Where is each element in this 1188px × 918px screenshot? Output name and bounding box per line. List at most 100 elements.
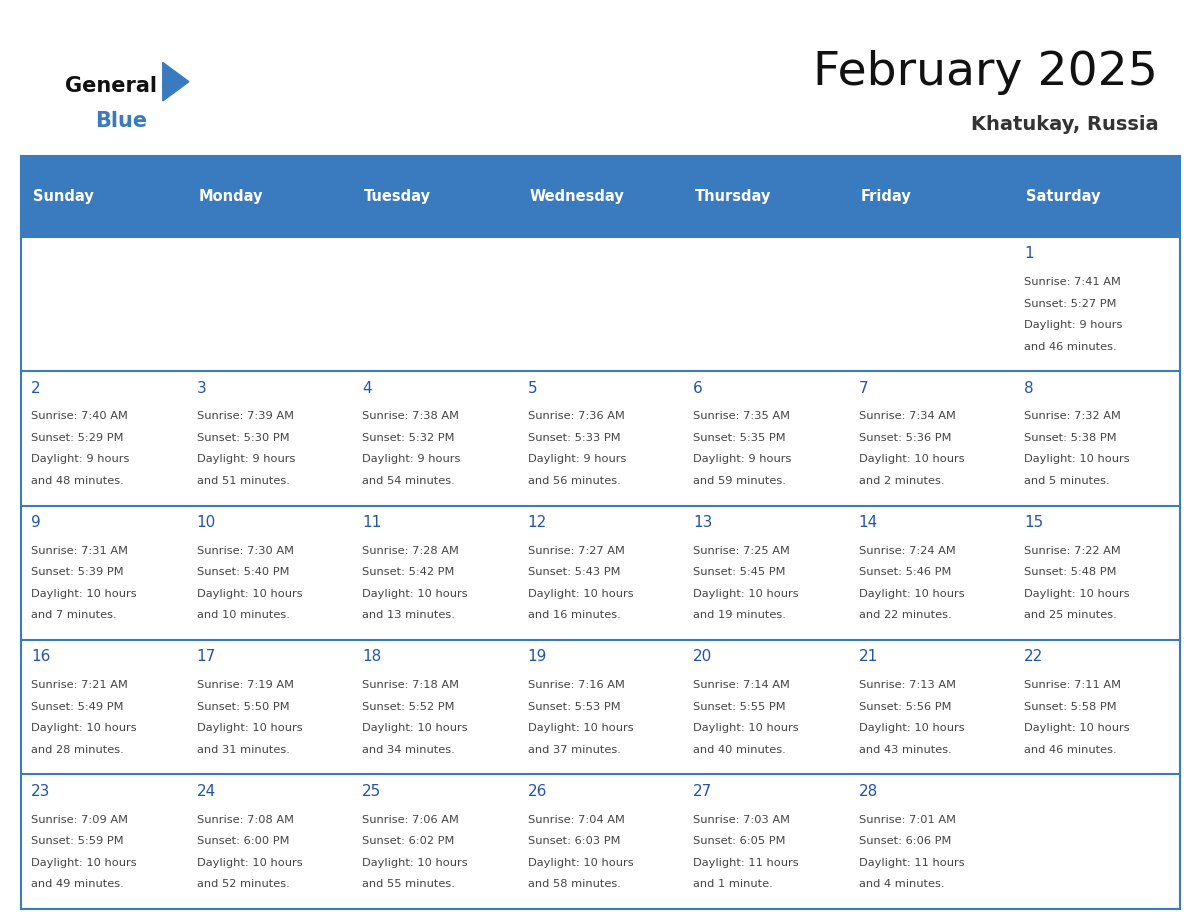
Text: Sunrise: 7:27 AM: Sunrise: 7:27 AM bbox=[527, 546, 625, 556]
Text: Sunday: Sunday bbox=[33, 189, 94, 204]
Text: Khatukay, Russia: Khatukay, Russia bbox=[971, 115, 1158, 134]
Text: Sunrise: 7:40 AM: Sunrise: 7:40 AM bbox=[31, 411, 128, 421]
Text: and 59 minutes.: and 59 minutes. bbox=[693, 476, 786, 486]
Text: and 25 minutes.: and 25 minutes. bbox=[1024, 610, 1117, 621]
Text: Daylight: 10 hours: Daylight: 10 hours bbox=[527, 723, 633, 733]
Text: Sunrise: 7:28 AM: Sunrise: 7:28 AM bbox=[362, 546, 459, 556]
Bar bbox=[848, 640, 1015, 775]
Bar bbox=[1015, 506, 1180, 640]
Bar bbox=[848, 506, 1015, 640]
Text: 3: 3 bbox=[197, 381, 207, 396]
Text: Daylight: 10 hours: Daylight: 10 hours bbox=[859, 589, 965, 599]
Bar bbox=[353, 775, 518, 909]
Text: Daylight: 9 hours: Daylight: 9 hours bbox=[527, 454, 626, 465]
Text: and 10 minutes.: and 10 minutes. bbox=[197, 610, 290, 621]
Text: Sunrise: 7:04 AM: Sunrise: 7:04 AM bbox=[527, 815, 625, 824]
Bar bbox=[518, 640, 683, 775]
Text: Sunset: 5:29 PM: Sunset: 5:29 PM bbox=[31, 433, 124, 443]
Text: Sunrise: 7:38 AM: Sunrise: 7:38 AM bbox=[362, 411, 460, 421]
Text: Sunrise: 7:09 AM: Sunrise: 7:09 AM bbox=[31, 815, 128, 824]
Text: 16: 16 bbox=[31, 649, 51, 665]
Text: and 28 minutes.: and 28 minutes. bbox=[31, 744, 124, 755]
Text: Sunset: 5:27 PM: Sunset: 5:27 PM bbox=[1024, 298, 1117, 308]
Text: Sunrise: 7:34 AM: Sunrise: 7:34 AM bbox=[859, 411, 955, 421]
Text: and 46 minutes.: and 46 minutes. bbox=[1024, 744, 1117, 755]
Text: 14: 14 bbox=[859, 515, 878, 530]
Text: 25: 25 bbox=[362, 784, 381, 799]
Text: 2: 2 bbox=[31, 381, 40, 396]
Bar bbox=[683, 640, 848, 775]
Bar bbox=[683, 156, 848, 237]
Text: and 1 minute.: and 1 minute. bbox=[693, 879, 773, 890]
Text: and 55 minutes.: and 55 minutes. bbox=[362, 879, 455, 890]
Text: Sunset: 5:36 PM: Sunset: 5:36 PM bbox=[859, 433, 952, 443]
Text: Daylight: 11 hours: Daylight: 11 hours bbox=[693, 857, 798, 868]
Text: and 37 minutes.: and 37 minutes. bbox=[527, 744, 620, 755]
Text: Sunset: 5:39 PM: Sunset: 5:39 PM bbox=[31, 567, 124, 577]
Text: Daylight: 10 hours: Daylight: 10 hours bbox=[31, 723, 137, 733]
Text: Tuesday: Tuesday bbox=[364, 189, 431, 204]
Text: and 49 minutes.: and 49 minutes. bbox=[31, 879, 124, 890]
Text: Sunset: 6:03 PM: Sunset: 6:03 PM bbox=[527, 836, 620, 846]
Bar bbox=[1015, 237, 1180, 371]
Text: 12: 12 bbox=[527, 515, 546, 530]
Bar bbox=[683, 775, 848, 909]
Text: 6: 6 bbox=[693, 381, 703, 396]
Bar bbox=[353, 640, 518, 775]
Text: 17: 17 bbox=[197, 649, 216, 665]
Text: Daylight: 10 hours: Daylight: 10 hours bbox=[31, 589, 137, 599]
Text: Sunrise: 7:01 AM: Sunrise: 7:01 AM bbox=[859, 815, 955, 824]
Text: Sunset: 5:32 PM: Sunset: 5:32 PM bbox=[362, 433, 455, 443]
Text: 15: 15 bbox=[1024, 515, 1043, 530]
Bar bbox=[683, 237, 848, 371]
Text: Daylight: 10 hours: Daylight: 10 hours bbox=[362, 857, 468, 868]
Text: Sunset: 5:59 PM: Sunset: 5:59 PM bbox=[31, 836, 124, 846]
Text: 22: 22 bbox=[1024, 649, 1043, 665]
Bar bbox=[353, 156, 518, 237]
Text: Sunrise: 7:21 AM: Sunrise: 7:21 AM bbox=[31, 680, 128, 690]
Text: General: General bbox=[65, 76, 157, 96]
Text: Sunrise: 7:06 AM: Sunrise: 7:06 AM bbox=[362, 815, 459, 824]
Text: 20: 20 bbox=[693, 649, 713, 665]
Text: 11: 11 bbox=[362, 515, 381, 530]
Text: Daylight: 10 hours: Daylight: 10 hours bbox=[1024, 589, 1130, 599]
Text: Sunrise: 7:08 AM: Sunrise: 7:08 AM bbox=[197, 815, 293, 824]
Bar bbox=[353, 371, 518, 506]
Text: and 52 minutes.: and 52 minutes. bbox=[197, 879, 290, 890]
Bar bbox=[518, 506, 683, 640]
Text: Sunrise: 7:13 AM: Sunrise: 7:13 AM bbox=[859, 680, 955, 690]
Text: Daylight: 9 hours: Daylight: 9 hours bbox=[31, 454, 129, 465]
Text: and 7 minutes.: and 7 minutes. bbox=[31, 610, 116, 621]
Text: and 58 minutes.: and 58 minutes. bbox=[527, 879, 620, 890]
Text: Sunrise: 7:24 AM: Sunrise: 7:24 AM bbox=[859, 546, 955, 556]
Text: and 2 minutes.: and 2 minutes. bbox=[859, 476, 944, 486]
Text: Saturday: Saturday bbox=[1025, 189, 1100, 204]
Bar bbox=[187, 237, 353, 371]
Text: Sunset: 5:55 PM: Sunset: 5:55 PM bbox=[693, 701, 785, 711]
Bar bbox=[187, 156, 353, 237]
Text: and 56 minutes.: and 56 minutes. bbox=[527, 476, 620, 486]
Text: Sunset: 5:43 PM: Sunset: 5:43 PM bbox=[527, 567, 620, 577]
Text: Sunset: 5:30 PM: Sunset: 5:30 PM bbox=[197, 433, 290, 443]
Text: Wednesday: Wednesday bbox=[530, 189, 624, 204]
Text: Sunrise: 7:19 AM: Sunrise: 7:19 AM bbox=[197, 680, 293, 690]
Text: and 22 minutes.: and 22 minutes. bbox=[859, 610, 952, 621]
Bar bbox=[21, 506, 187, 640]
Bar bbox=[848, 775, 1015, 909]
Text: and 46 minutes.: and 46 minutes. bbox=[1024, 341, 1117, 352]
Text: Daylight: 9 hours: Daylight: 9 hours bbox=[693, 454, 791, 465]
Text: Daylight: 10 hours: Daylight: 10 hours bbox=[859, 454, 965, 465]
Text: Thursday: Thursday bbox=[695, 189, 771, 204]
Bar bbox=[518, 775, 683, 909]
Text: Sunset: 5:48 PM: Sunset: 5:48 PM bbox=[1024, 567, 1117, 577]
Bar bbox=[187, 775, 353, 909]
Text: Sunrise: 7:31 AM: Sunrise: 7:31 AM bbox=[31, 546, 128, 556]
Text: Daylight: 10 hours: Daylight: 10 hours bbox=[527, 589, 633, 599]
Text: 10: 10 bbox=[197, 515, 216, 530]
Text: Daylight: 10 hours: Daylight: 10 hours bbox=[527, 857, 633, 868]
Text: 8: 8 bbox=[1024, 381, 1034, 396]
Bar bbox=[21, 371, 187, 506]
Text: Sunset: 5:45 PM: Sunset: 5:45 PM bbox=[693, 567, 785, 577]
Text: 18: 18 bbox=[362, 649, 381, 665]
Bar bbox=[187, 640, 353, 775]
